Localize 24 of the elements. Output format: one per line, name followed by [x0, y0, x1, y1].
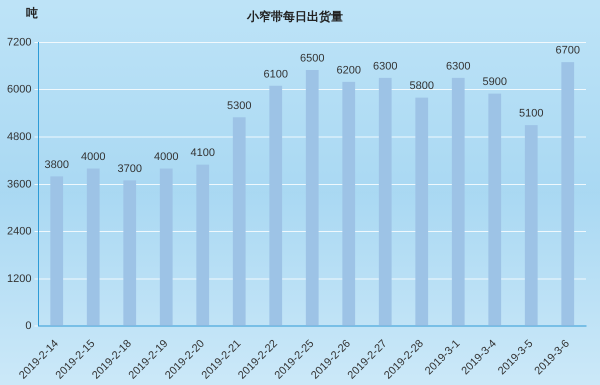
data-label: 6200: [336, 64, 361, 76]
data-label: 6700: [556, 44, 580, 57]
data-label: 6100: [263, 68, 288, 80]
data-label: 3800: [44, 158, 69, 171]
y-tick-label: 0: [25, 320, 32, 332]
data-label: 4000: [154, 151, 178, 164]
data-label: 3700: [117, 162, 142, 175]
data-label: 6300: [372, 60, 398, 72]
chart-title: 小窄带每日出货量: [246, 9, 343, 24]
y-tick-label: 1200: [6, 272, 32, 285]
y-tick-label: 7200: [6, 36, 32, 48]
data-label: 5100: [519, 108, 544, 120]
data-label: 4100: [190, 147, 215, 160]
data-label: 6500: [300, 52, 324, 65]
y-tick-label: 6000: [6, 84, 32, 96]
y-tick-label: 4800: [6, 131, 32, 144]
y-tick-label: 3600: [6, 178, 32, 190]
data-label: 6300: [446, 60, 470, 72]
data-label: 5900: [482, 76, 507, 88]
data-label: 5300: [226, 100, 252, 112]
data-label: 4000: [80, 151, 106, 164]
y-tick-label: 2400: [6, 226, 32, 238]
y-axis-title: 吨: [26, 6, 38, 20]
data-label: 5800: [410, 80, 434, 92]
